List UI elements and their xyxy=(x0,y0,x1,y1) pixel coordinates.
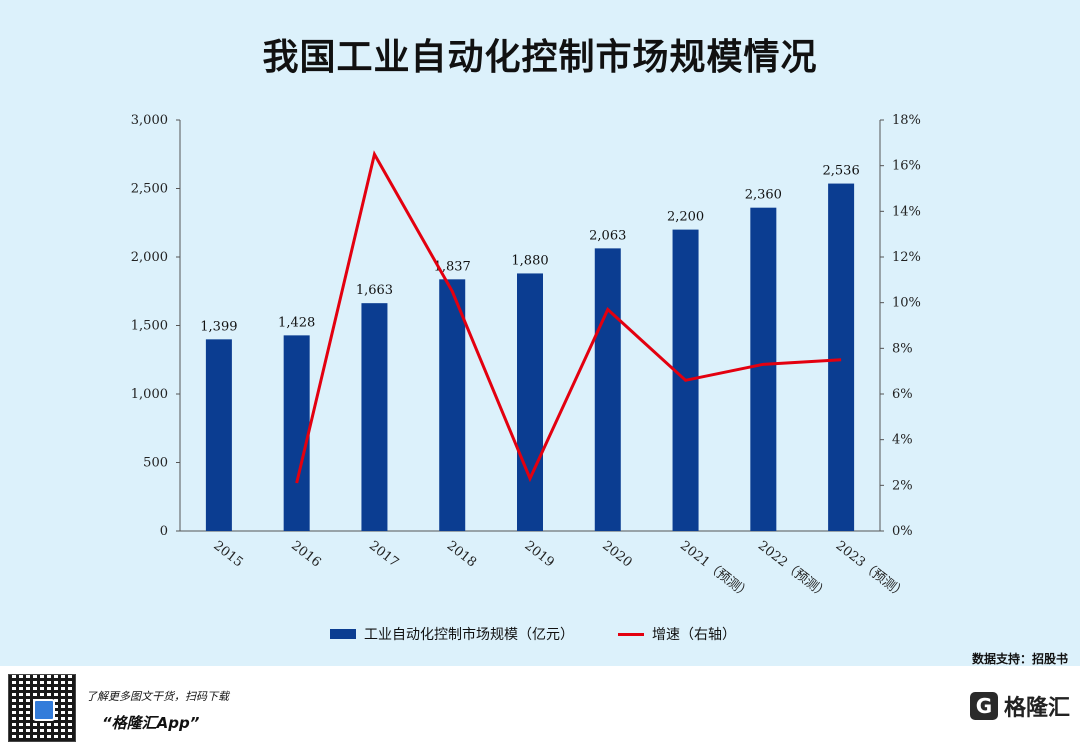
bar-data-label: 2,360 xyxy=(745,188,782,203)
x-tick-label: 2019 xyxy=(522,538,557,570)
y-right-tick-label: 14% xyxy=(892,204,921,219)
x-tick-label: 2022（预测） xyxy=(755,538,831,602)
y-right-tick-label: 4% xyxy=(892,433,913,448)
bar-data-label: 1,663 xyxy=(356,283,393,298)
x-tick-label: 2021（预测） xyxy=(677,538,753,602)
y-left-tick-label: 0 xyxy=(160,524,168,539)
bar xyxy=(361,303,388,531)
legend-line-label: 增速（右轴） xyxy=(652,627,736,643)
legend-line-swatch xyxy=(618,632,644,636)
y-right-tick-label: 6% xyxy=(892,387,913,402)
y-left-tick-label: 3,000 xyxy=(131,113,168,128)
legend: 工业自动化控制市场规模（亿元） 增速（右轴） xyxy=(330,624,780,644)
bar xyxy=(283,335,310,531)
bar xyxy=(439,279,466,531)
brand[interactable]: G 格隆汇 xyxy=(969,690,1070,722)
y-left-tick-label: 2,500 xyxy=(131,182,168,197)
bar xyxy=(828,183,855,531)
y-right-tick-label: 0% xyxy=(892,524,913,539)
data-source: 数据支持：招股书 xyxy=(971,652,1068,666)
bar xyxy=(594,248,621,531)
growth-line xyxy=(295,150,842,484)
x-tick-label: 2015 xyxy=(210,538,245,570)
bar xyxy=(205,339,232,531)
y-right-tick-label: 16% xyxy=(892,159,921,174)
y-right-tick-label: 18% xyxy=(892,113,921,128)
brand-name: 格隆汇 xyxy=(1003,696,1070,721)
chart-title: 我国工业自动化控制市场规模情况 xyxy=(262,37,818,78)
x-tick-label: 2016 xyxy=(288,538,323,570)
bar-data-label: 2,063 xyxy=(589,228,626,243)
chart-canvas: 0 500 1,000 1,500 2,000 2,500 3,000 0% 2% 4% 6% 8% 1… xyxy=(131,113,921,603)
legend-bar-swatch xyxy=(330,629,356,639)
x-tick-label: 2020 xyxy=(599,538,634,570)
bar-data-label: 1,428 xyxy=(278,315,315,330)
bar-data-label: 1,880 xyxy=(511,253,548,268)
y-right-tick-label: 10% xyxy=(892,296,921,311)
qr-logo-icon xyxy=(33,699,55,721)
bar-data-label: 2,536 xyxy=(823,164,860,179)
y-left-tick-label: 500 xyxy=(143,456,168,471)
x-tick-label: 2018 xyxy=(444,538,479,570)
legend-item-bar: 工业自动化控制市场规模（亿元） xyxy=(330,624,574,644)
brand-logo-icon: G xyxy=(969,692,998,720)
y-right-tick-label: 2% xyxy=(892,478,913,493)
qr-code-icon[interactable] xyxy=(8,674,76,742)
bar-data-label: 2,200 xyxy=(667,210,704,225)
y-right-tick-label: 8% xyxy=(892,341,913,356)
legend-item-line: 增速（右轴） xyxy=(618,624,736,644)
x-tick-label: 2023（预测） xyxy=(833,538,909,602)
promo-text: 了解更多图文干货，扫码下载 xyxy=(86,690,229,703)
y-left-tick-label: 1,000 xyxy=(131,387,168,402)
x-tick-label: 2017 xyxy=(366,538,401,570)
legend-bar-label: 工业自动化控制市场规模（亿元） xyxy=(364,627,574,643)
bar xyxy=(517,273,543,531)
bar-data-label: 1,837 xyxy=(434,259,471,274)
y-left-tick-label: 2,000 xyxy=(131,250,168,265)
y-left-tick-label: 1,500 xyxy=(131,319,168,334)
footer-bar: 了解更多图文干货，扫码下载 “格隆汇App” G 格隆汇 xyxy=(0,666,1080,747)
app-name: “格隆汇App” xyxy=(102,714,200,732)
y-right-tick-label: 12% xyxy=(892,250,921,265)
bar xyxy=(750,207,777,531)
bar-data-label: 1,399 xyxy=(200,319,237,334)
